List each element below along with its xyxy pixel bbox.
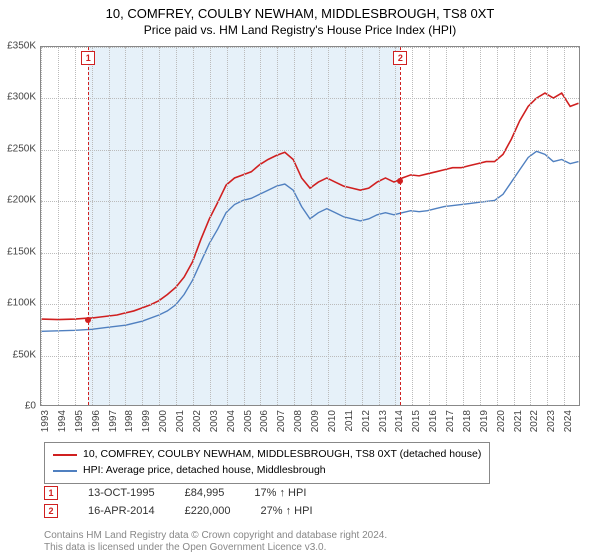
line-series-svg (41, 47, 579, 405)
x-tick-label: 2006 (259, 410, 270, 432)
x-tick-label: 2007 (276, 410, 287, 432)
x-tick-label: 1993 (40, 410, 51, 432)
x-tick-label: 1994 (57, 410, 68, 432)
y-tick-label: £0 (25, 401, 36, 412)
x-tick-label: 2012 (361, 410, 372, 432)
legend-label: HPI: Average price, detached house, Midd… (83, 463, 326, 479)
x-tick-label: 2005 (243, 410, 254, 432)
x-tick-label: 2013 (378, 410, 389, 432)
footer-line2: This data is licensed under the Open Gov… (44, 542, 387, 554)
x-tick-label: 2001 (175, 410, 186, 432)
x-tick-label: 2022 (529, 410, 540, 432)
footer-line1: Contains HM Land Registry data © Crown c… (44, 530, 387, 542)
y-tick-label: £250K (7, 143, 36, 154)
marker-delta: 27% ↑ HPI (261, 505, 313, 517)
y-tick-label: £50K (13, 349, 36, 360)
marker-dot (397, 178, 403, 184)
chart-subtitle: Price paid vs. HM Land Registry's House … (0, 23, 600, 41)
x-tick-label: 2003 (209, 410, 220, 432)
marker-details: 1 13-OCT-1995 £84,995 17% ↑ HPI 2 16-APR… (44, 484, 313, 520)
x-tick-label: 2002 (192, 410, 203, 432)
marker-row: 2 16-APR-2014 £220,000 27% ↑ HPI (44, 502, 313, 520)
y-tick-label: £300K (7, 92, 36, 103)
marker-date: 16-APR-2014 (88, 505, 155, 517)
marker-dot (85, 317, 91, 323)
x-tick-label: 2008 (293, 410, 304, 432)
marker-delta: 17% ↑ HPI (254, 487, 306, 499)
x-tick-label: 2020 (496, 410, 507, 432)
x-tick-label: 1998 (124, 410, 135, 432)
marker-date: 13-OCT-1995 (88, 487, 155, 499)
x-axis-labels: 1993 1994 1995 1996 1997 1998 1999 2000 2001 2002… (40, 408, 580, 440)
marker-box: 1 (81, 51, 95, 65)
y-tick-label: £350K (7, 41, 36, 52)
y-axis-labels: £0£50K£100K£150K£200K£250K£300K£350K (0, 46, 38, 406)
marker-box: 2 (393, 51, 407, 65)
x-tick-label: 2017 (445, 410, 456, 432)
x-tick-label: 1999 (141, 410, 152, 432)
x-tick-label: 2016 (428, 410, 439, 432)
series-line-price_paid (42, 93, 579, 320)
chart-container: 10, COMFREY, COULBY NEWHAM, MIDDLESBROUG… (0, 0, 600, 560)
y-tick-label: £100K (7, 298, 36, 309)
marker-row: 1 13-OCT-1995 £84,995 17% ↑ HPI (44, 484, 313, 502)
marker-index-box: 1 (44, 486, 58, 500)
x-tick-label: 2024 (563, 410, 574, 432)
plot-area: 12 (40, 46, 580, 406)
legend-label: 10, COMFREY, COULBY NEWHAM, MIDDLESBROUG… (83, 447, 481, 463)
marker-price: £84,995 (185, 487, 225, 499)
y-tick-label: £200K (7, 195, 36, 206)
x-tick-label: 2018 (462, 410, 473, 432)
marker-index-box: 2 (44, 504, 58, 518)
chart-title: 10, COMFREY, COULBY NEWHAM, MIDDLESBROUG… (0, 0, 600, 23)
x-tick-label: 2019 (479, 410, 490, 432)
legend-item: 10, COMFREY, COULBY NEWHAM, MIDDLESBROUG… (53, 447, 481, 463)
legend-swatch (53, 470, 77, 472)
x-tick-label: 2021 (513, 410, 524, 432)
legend: 10, COMFREY, COULBY NEWHAM, MIDDLESBROUG… (44, 442, 490, 484)
x-tick-label: 2011 (344, 410, 355, 432)
x-tick-label: 2000 (158, 410, 169, 432)
legend-item: HPI: Average price, detached house, Midd… (53, 463, 481, 479)
x-tick-label: 2014 (394, 410, 405, 432)
marker-price: £220,000 (185, 505, 231, 517)
x-tick-label: 1997 (108, 410, 119, 432)
footer-note: Contains HM Land Registry data © Crown c… (44, 530, 387, 554)
x-tick-label: 2009 (310, 410, 321, 432)
x-tick-label: 2015 (411, 410, 422, 432)
y-tick-label: £150K (7, 246, 36, 257)
x-tick-label: 1995 (74, 410, 85, 432)
x-tick-label: 2004 (226, 410, 237, 432)
x-tick-label: 1996 (91, 410, 102, 432)
x-tick-label: 2010 (327, 410, 338, 432)
legend-swatch (53, 454, 77, 456)
x-tick-label: 2023 (546, 410, 557, 432)
